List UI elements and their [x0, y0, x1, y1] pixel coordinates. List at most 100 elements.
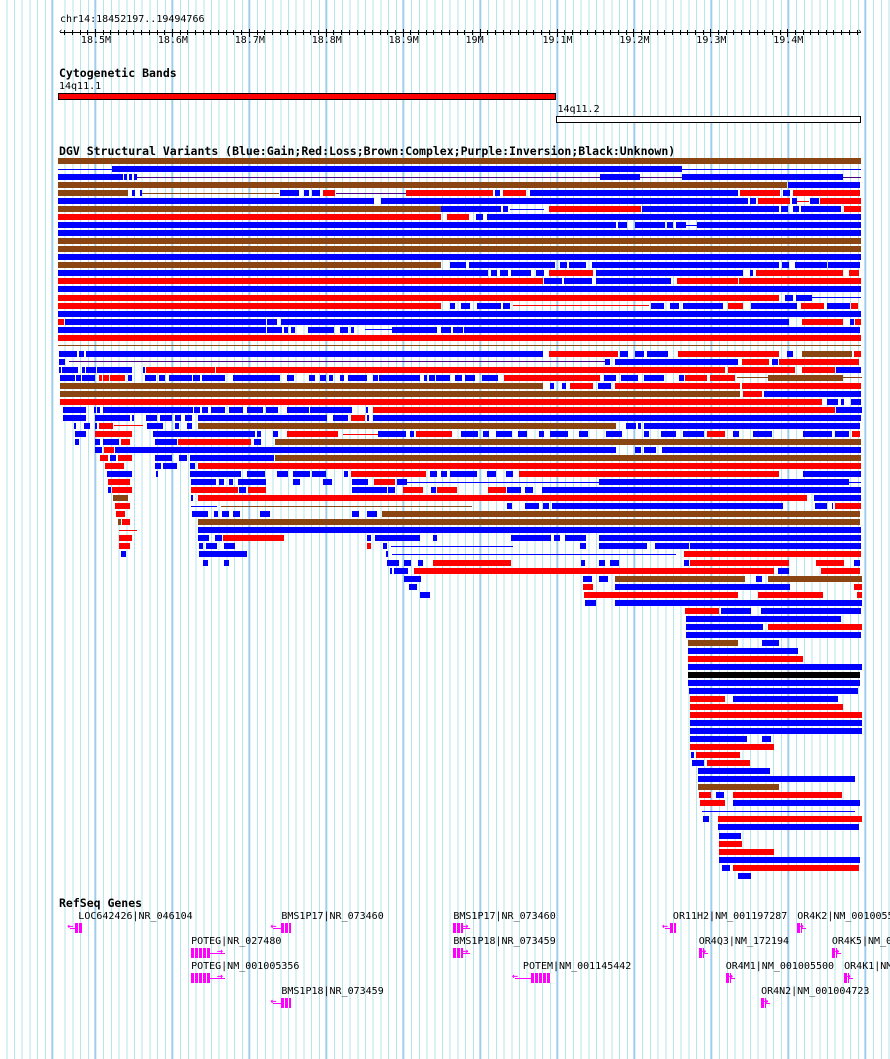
gene-glyph[interactable]: →	[797, 921, 806, 933]
variant-complex[interactable]	[58, 238, 862, 245]
variant-loss[interactable]	[323, 190, 335, 197]
variant-loss[interactable]	[58, 302, 442, 309]
variant-gain[interactable]	[144, 374, 156, 381]
variant-gain[interactable]	[507, 487, 522, 494]
variant-gain[interactable]	[190, 463, 195, 470]
variant-gain[interactable]	[147, 422, 164, 429]
variant-loss[interactable]	[743, 390, 762, 397]
variant-gain[interactable]	[715, 792, 725, 799]
variant-loss[interactable]	[614, 382, 741, 389]
variant-gain[interactable]	[644, 431, 649, 438]
variant-loss[interactable]	[698, 792, 712, 799]
variant-loss[interactable]	[851, 431, 861, 438]
variant-gain[interactable]	[614, 358, 738, 365]
variant-gain[interactable]	[761, 736, 772, 743]
variant-loss[interactable]	[100, 455, 108, 462]
variant-gain[interactable]	[634, 350, 645, 357]
variant-gain[interactable]	[390, 567, 392, 574]
variant-gain[interactable]	[454, 374, 462, 381]
variant-complex[interactable]	[198, 422, 616, 429]
variant-gain[interactable]	[257, 431, 262, 438]
variant-complex[interactable]	[60, 390, 741, 397]
variant-loss[interactable]	[851, 302, 858, 309]
variant-loss[interactable]	[854, 350, 862, 357]
variant-loss[interactable]	[819, 198, 862, 205]
variant-gain[interactable]	[383, 543, 388, 550]
variant-gain[interactable]	[600, 174, 641, 181]
variant-gain[interactable]	[97, 366, 132, 373]
variant-loss[interactable]	[690, 712, 862, 719]
variant-gain[interactable]	[94, 406, 96, 413]
variant-complex[interactable]	[768, 575, 862, 582]
variant-gain[interactable]	[441, 326, 452, 333]
variant-gain[interactable]	[644, 447, 656, 454]
gene-label[interactable]: LOC642426|NR_046104	[78, 911, 193, 922]
variant-gain[interactable]	[168, 374, 192, 381]
variant-loss[interactable]	[821, 567, 861, 574]
variant-gain[interactable]	[198, 414, 328, 421]
variant-gain[interactable]	[378, 431, 406, 438]
variant-loss[interactable]	[351, 471, 426, 478]
gene-glyph[interactable]: →	[191, 971, 225, 983]
variant-gain[interactable]	[84, 422, 91, 429]
variant-gain[interactable]	[224, 559, 229, 566]
variant-connector-complex[interactable]	[221, 505, 472, 507]
variant-complex[interactable]	[614, 575, 745, 582]
variant-gain[interactable]	[554, 535, 561, 542]
variant-gain[interactable]	[835, 406, 862, 413]
gene-glyph[interactable]: →	[844, 971, 853, 983]
variant-gain[interactable]	[433, 535, 438, 542]
variant-gain[interactable]	[351, 511, 359, 518]
variant-gain[interactable]	[78, 350, 85, 357]
variant-loss[interactable]	[793, 190, 861, 197]
variant-loss[interactable]	[678, 350, 779, 357]
variant-gain[interactable]	[691, 752, 695, 759]
variant-connector-gain[interactable]	[191, 505, 218, 507]
variant-gain[interactable]	[450, 302, 455, 309]
variant-connector-gain[interactable]	[685, 224, 698, 226]
variant-gain[interactable]	[634, 447, 642, 454]
variant-gain[interactable]	[551, 503, 784, 510]
variant-loss[interactable]	[351, 414, 365, 421]
variant-gain[interactable]	[538, 431, 545, 438]
variant-gain[interactable]	[580, 543, 586, 550]
variant-gain[interactable]	[788, 182, 861, 189]
gene-glyph[interactable]: ←	[67, 921, 82, 933]
variant-gain[interactable]	[661, 447, 862, 454]
variant-loss[interactable]	[433, 559, 512, 566]
variant-loss[interactable]	[684, 607, 719, 614]
variant-loss[interactable]	[707, 760, 751, 767]
variant-loss[interactable]	[733, 864, 859, 871]
variant-connector-loss[interactable]	[118, 529, 138, 531]
variant-loss[interactable]	[118, 543, 131, 550]
variant-gain[interactable]	[247, 471, 265, 478]
variant-complex[interactable]	[768, 374, 844, 381]
variant-gain[interactable]	[160, 414, 172, 421]
gene-glyph[interactable]: ←	[512, 971, 552, 983]
variant-loss[interactable]	[198, 463, 862, 470]
variant-gain[interactable]	[850, 318, 855, 325]
variant-gain[interactable]	[198, 543, 204, 550]
variant-gain[interactable]	[834, 431, 849, 438]
variant-gain[interactable]	[450, 262, 466, 269]
variant-loss[interactable]	[733, 792, 842, 799]
variant-gain[interactable]	[688, 647, 798, 654]
variant-complex[interactable]	[688, 639, 738, 646]
gene-label[interactable]: OR4K5|NM_0	[831, 936, 890, 947]
variant-loss[interactable]	[677, 278, 738, 285]
variant-gain[interactable]	[128, 374, 132, 381]
gene-label[interactable]: OR4K1|NM	[844, 961, 890, 972]
variant-gain[interactable]	[688, 679, 861, 686]
variant-gain[interactable]	[598, 575, 608, 582]
variant-gain[interactable]	[661, 431, 676, 438]
variant-loss[interactable]	[121, 519, 131, 526]
variant-gain[interactable]	[238, 487, 246, 494]
variant-gain[interactable]	[110, 455, 116, 462]
variant-loss[interactable]	[104, 463, 125, 470]
variant-gain[interactable]	[783, 190, 791, 197]
variant-gain[interactable]	[191, 495, 194, 502]
variant-gain[interactable]	[60, 374, 75, 381]
variant-gain[interactable]	[461, 431, 478, 438]
variant-loss[interactable]	[111, 487, 132, 494]
variant-gain[interactable]	[718, 824, 859, 831]
